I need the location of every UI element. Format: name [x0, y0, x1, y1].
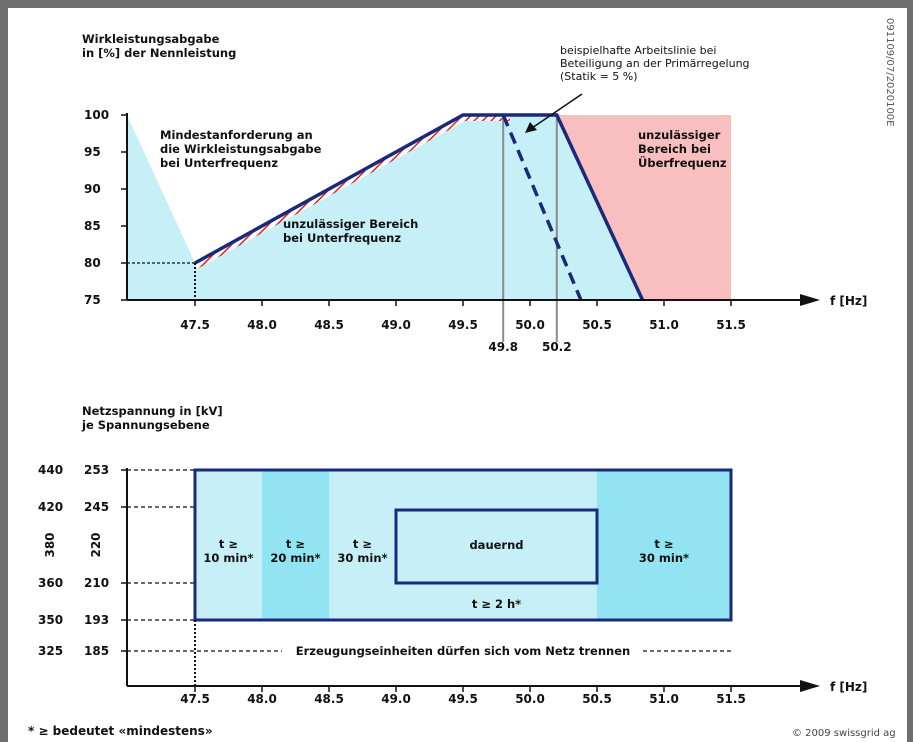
- x-extra-tick-label: 50.2: [542, 340, 572, 354]
- voltage-220-label: 253: [84, 463, 109, 477]
- outer-box: [193, 468, 733, 622]
- x-tick-label: 51.5: [716, 318, 746, 332]
- x-axis-arrow: [800, 294, 820, 306]
- y-axis-title-bottom: je Spannungsebene: [81, 418, 210, 432]
- level-header-380: 380: [43, 532, 57, 557]
- zone-label: 30 min*: [639, 551, 689, 565]
- y-tick-label: 95: [84, 145, 101, 159]
- x-tick-label-bottom: 49.5: [448, 692, 478, 706]
- annotation-requirement: bei Unterfrequenz: [160, 156, 278, 170]
- x-tick-label: 50.5: [582, 318, 612, 332]
- annotation-forbidden-over: Bereich bei: [638, 142, 711, 156]
- zone-2: [329, 470, 396, 620]
- x-tick-label-bottom: 51.5: [716, 692, 746, 706]
- voltage-380-label: 325: [38, 644, 63, 658]
- disconnect-text: Erzeugungseinheiten dürfen sich vom Netz…: [296, 644, 630, 658]
- annotation-forbidden-over: Überfrequenz: [638, 155, 727, 170]
- annotation-primary-control: Beteiligung an der Primärregelung: [560, 57, 750, 70]
- x-tick-label-bottom: 51.0: [649, 692, 679, 706]
- center-zone: [396, 470, 597, 620]
- dauernd-box: [394, 508, 599, 585]
- annotation-requirement: die Wirkleistungsabgabe: [160, 142, 322, 156]
- x-axis-label: f [Hz]: [830, 294, 867, 308]
- zone-label: 30 min*: [337, 551, 387, 565]
- copyright: © 2009 swissgrid ag: [792, 728, 896, 739]
- zone-label: t ≥: [286, 537, 305, 551]
- x-tick-label-bottom: 47.5: [180, 692, 210, 706]
- zone-label: t ≥: [654, 537, 673, 551]
- x-axis-label-bottom: f [Hz]: [830, 680, 867, 694]
- zone-0: [195, 470, 262, 620]
- x-tick-label: 48.0: [247, 318, 277, 332]
- x-tick-label-bottom: 50.5: [582, 692, 612, 706]
- y-tick-label: 80: [84, 256, 101, 270]
- zone-label: 20 min*: [270, 551, 320, 565]
- document-id: 091109/07/2020100E: [884, 18, 895, 127]
- underfrequency-region: [127, 115, 643, 300]
- x-tick-label: 50.0: [515, 318, 545, 332]
- x-tick-label: 49.5: [448, 318, 478, 332]
- y-axis-title: Wirkleistungsabgabe: [82, 32, 220, 46]
- annotation-arrow-line: [531, 93, 583, 129]
- x-tick-label-bottom: 48.5: [314, 692, 344, 706]
- x-tick-label-bottom: 50.0: [515, 692, 545, 706]
- power-frequency-chart: f [Hz] 75 80 85 90 95 100 47.5 48.0 48.5 49.0 49.5 5…: [82, 32, 867, 354]
- annotation-requirement: Mindestanforderung an: [160, 128, 313, 142]
- y-tick-label: 100: [84, 108, 109, 122]
- footnote: * ≥ bedeutet «mindestens»: [28, 724, 213, 738]
- zone-label: t ≥: [353, 537, 372, 551]
- primary-control-line: [501, 114, 583, 301]
- annotation-primary-control: beispielhafte Arbeitslinie bei: [560, 44, 716, 57]
- level-header-220: 220: [89, 532, 103, 557]
- annotation-primary-control: (Statik = 5 %): [560, 70, 638, 83]
- annotation-forbidden-under: bei Unterfrequenz: [283, 231, 401, 245]
- y-axis-title: in [%] der Nennleistung: [82, 46, 236, 60]
- voltage-220-label: 185: [84, 644, 109, 658]
- zone-label: 10 min*: [203, 551, 253, 565]
- x-tick-label: 47.5: [180, 318, 210, 332]
- x-tick-label: 49.0: [381, 318, 411, 332]
- zone-1: [262, 470, 329, 620]
- voltage-220-label: 245: [84, 500, 109, 514]
- voltage-380-label: 360: [38, 576, 63, 590]
- x-tick-label: 48.5: [314, 318, 344, 332]
- zone-3: [597, 470, 731, 620]
- x-tick-label: 51.0: [649, 318, 679, 332]
- annotation-arrow-head: [525, 122, 537, 133]
- overfrequency-region: [556, 115, 731, 300]
- y-tick-label: 90: [84, 182, 101, 196]
- voltage-380-label: 420: [38, 500, 63, 514]
- center-zone-upper-label: dauernd: [469, 538, 523, 552]
- y-tick-label: 75: [84, 293, 101, 307]
- annotation-forbidden-under: unzulässiger Bereich: [283, 217, 418, 231]
- x-tick-label-bottom: 48.0: [247, 692, 277, 706]
- annotation-forbidden-over: unzulässiger: [638, 128, 721, 142]
- voltage-380-label: 350: [38, 613, 63, 627]
- voltage-380-label: 440: [38, 463, 63, 477]
- x-extra-tick-label: 49.8: [488, 340, 518, 354]
- y-tick-label: 85: [84, 219, 101, 233]
- y-axis-title-bottom: Netzspannung in [kV]: [82, 404, 223, 418]
- voltage-frequency-chart: t ≥10 min*t ≥20 min*t ≥30 min*t ≥30 min*…: [38, 404, 867, 706]
- x-axis-arrow-bottom: [800, 680, 820, 692]
- x-tick-label-bottom: 49.0: [381, 692, 411, 706]
- voltage-220-label: 193: [84, 613, 109, 627]
- voltage-220-label: 210: [84, 576, 109, 590]
- center-zone-lower-label: t ≥ 2 h*: [472, 597, 521, 611]
- zone-label: t ≥: [219, 537, 238, 551]
- min-requirement-line: [194, 113, 645, 301]
